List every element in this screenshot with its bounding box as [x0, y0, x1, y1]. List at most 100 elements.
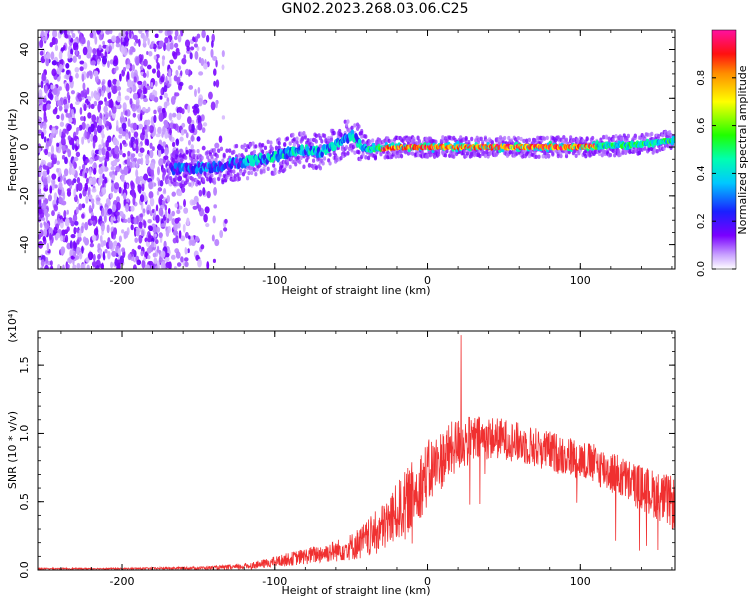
heatmap-halo-cell — [250, 170, 254, 176]
heatmap-noise-cell — [184, 231, 189, 239]
heatmap-halo-cell — [534, 154, 538, 160]
heatmap-halo-cell — [542, 136, 547, 141]
heatmap-noise-cell — [64, 156, 68, 165]
heatmap-noise-cell — [49, 132, 54, 140]
heatmap-noise-cell — [73, 251, 76, 258]
heatmap-noise-cell — [102, 179, 105, 188]
heatmap-noise-cell — [201, 127, 206, 134]
heatmap-halo-cell — [175, 149, 180, 155]
heatmap-noise-cell — [118, 186, 122, 194]
heatmap-noise-cell — [189, 46, 195, 51]
heatmap-noise-cell — [158, 207, 164, 217]
heatmap-noise-cell — [67, 135, 72, 141]
heatmap-noise-cell — [73, 161, 77, 169]
heatmap-halo-cell — [657, 133, 661, 139]
heatmap-noise-cell — [172, 141, 176, 148]
heatmap-noise-cell — [116, 80, 120, 87]
colorbar-label: Normalized spectral amplitude — [736, 65, 749, 234]
heatmap-noise-cell — [57, 176, 61, 183]
heatmap-noise-cell — [143, 97, 148, 103]
heatmap-noise-cell — [119, 142, 123, 152]
heatmap-noise-cell — [78, 165, 82, 171]
heatmap-halo-cell — [410, 151, 415, 156]
heatmap-noise-cell — [95, 30, 102, 35]
heatmap-halo-cell — [357, 150, 361, 155]
snr-axes: -200 -100 0 100 0.0 0.5 1.0 1.5 — [18, 331, 675, 588]
snr-y-axis-label: SNR (10 * v/v) — [6, 411, 19, 489]
heatmap-noise-cell — [155, 239, 159, 245]
heatmap-noise-cell — [45, 58, 50, 67]
y-tick-label: 1.5 — [18, 356, 31, 374]
heatmap-noise-cell — [129, 98, 133, 105]
heatmap-noise-cell — [101, 90, 105, 97]
heatmap-noise-cell — [109, 192, 114, 199]
heatmap-halo-cell — [200, 155, 204, 161]
heatmap-halo-cell — [303, 135, 307, 140]
heatmap-noise-cell — [133, 41, 137, 47]
heatmap-noise-cell — [56, 167, 60, 173]
heatmap-noise-cell — [180, 256, 184, 263]
heatmap-noise-cell — [159, 95, 163, 100]
heatmap-noise-cell — [58, 50, 63, 60]
heatmap-noise-cell — [157, 187, 163, 192]
heatmap-noise-cell — [189, 52, 193, 60]
heatmap-noise-cell — [102, 55, 107, 65]
heatmap-noise-cell — [50, 265, 54, 269]
heatmap-noise-cell — [202, 100, 207, 105]
heatmap-noise-cell — [140, 250, 144, 257]
heatmap-noise-cell — [81, 245, 84, 254]
heatmap-halo-cell — [178, 153, 182, 158]
heatmap-noise-cell — [93, 227, 99, 236]
heatmap-noise-cell — [86, 52, 92, 59]
heatmap-noise-cell — [84, 182, 88, 192]
heatmap-noise-cell — [114, 258, 119, 267]
heatmap-halo-cell — [646, 132, 650, 137]
heatmap-halo-cell — [361, 152, 365, 157]
heatmap-halo-cell — [174, 155, 178, 160]
heatmap-noise-cell — [153, 109, 157, 115]
colorbar-ticks: 0.0 0.2 0.4 0.6 0.8 — [696, 70, 736, 277]
heatmap-halo-cell — [184, 174, 188, 179]
heatmap-noise-cell — [39, 121, 44, 129]
heatmap-halo-cell — [364, 155, 368, 160]
y-tick-label: 0.0 — [18, 561, 31, 579]
heatmap-noise-cell — [81, 136, 85, 145]
heatmap-noise-cell — [88, 158, 94, 165]
heatmap-noise-cell — [69, 75, 73, 83]
y-tick-label: 40 — [18, 43, 31, 57]
heatmap-halo-cell — [617, 149, 621, 154]
heatmap-noise-cell — [151, 208, 155, 214]
heatmap-noise-cell — [107, 90, 112, 100]
heatmap-halo-cell — [212, 177, 217, 182]
heatmap-noise-cell — [105, 30, 111, 35]
heatmap-noise-cell — [139, 112, 143, 121]
heatmap-halo-cell — [179, 158, 184, 163]
heatmap-noise-cell — [177, 106, 183, 114]
heatmap-halo-cell — [340, 146, 345, 152]
heatmap-halo-cell — [448, 153, 452, 158]
heatmap-noise-cell — [148, 125, 154, 134]
heatmap-halo-cell — [214, 157, 218, 163]
heatmap-halo-cell — [228, 148, 232, 153]
heatmap-noise-cell — [133, 228, 137, 237]
heatmap-noise-cell — [180, 129, 185, 136]
heatmap-noise-cell — [86, 87, 90, 95]
heatmap-noise-cell — [143, 256, 146, 262]
heatmap-noise-cell — [110, 216, 114, 225]
heatmap-noise-cell — [102, 254, 106, 261]
heatmap-noise-cell — [184, 261, 189, 268]
heatmap-noise-cell — [134, 237, 139, 243]
heatmap-noise-cell — [96, 124, 102, 134]
heatmap-halo-cell — [503, 135, 507, 141]
heatmap-noise-cell — [178, 81, 184, 87]
heatmap-noise-cell — [104, 100, 109, 107]
heatmap-noise-cell — [175, 138, 179, 144]
y-tick-label: 0.5 — [18, 493, 31, 511]
heatmap-noise-cell — [179, 136, 184, 142]
heatmap-halo-cell — [420, 150, 424, 155]
heatmap-signal-edge-cell — [548, 140, 552, 145]
heatmap-noise-cell — [75, 49, 78, 56]
heatmap-noise-cell — [142, 72, 147, 78]
heatmap-noise-cell — [117, 248, 122, 256]
heatmap-noise-cell — [93, 100, 98, 107]
